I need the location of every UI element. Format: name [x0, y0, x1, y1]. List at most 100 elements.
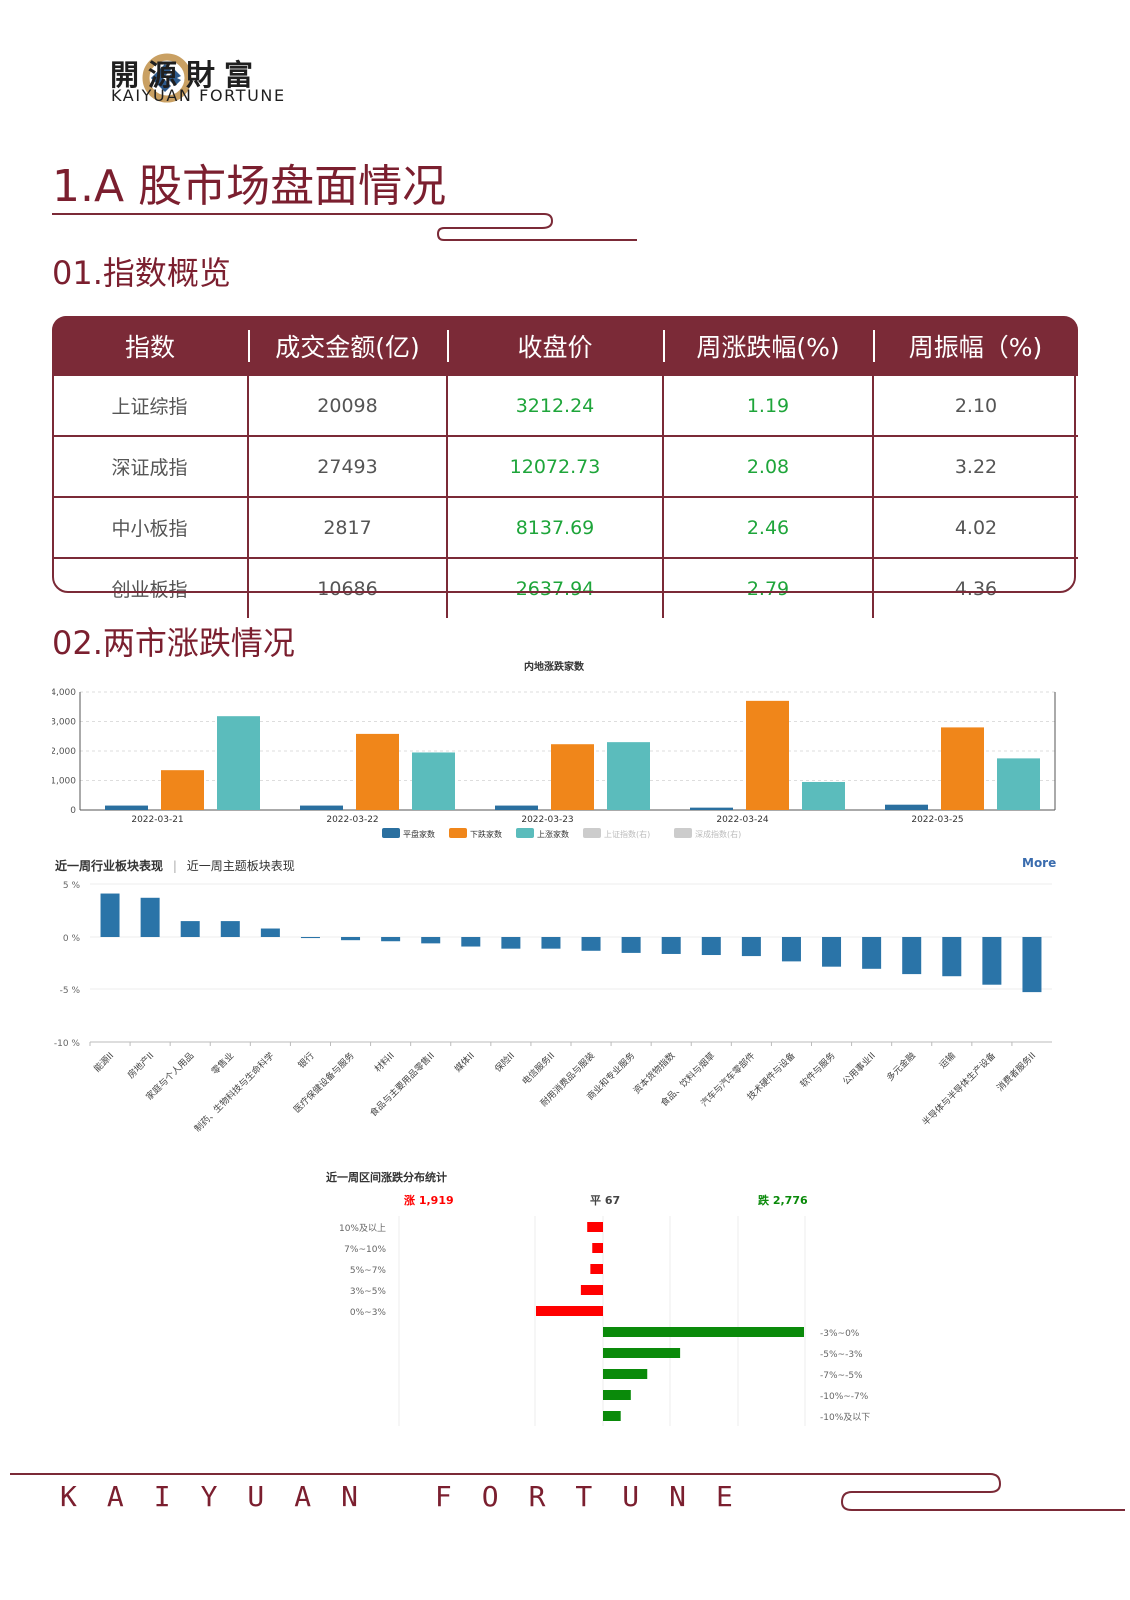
weekly-change: 1.19 [662, 376, 873, 437]
legend-swatch [674, 828, 692, 838]
rise-bar [592, 1243, 603, 1253]
y-tick-label: 3,000 [52, 718, 76, 728]
turnover: 2817 [247, 497, 447, 559]
sector-bar [300, 937, 320, 939]
sector-bar [942, 937, 962, 977]
sector-bar [381, 937, 401, 942]
tab-theme-sectors[interactable]: 近一周主题板块表现 [186, 859, 295, 873]
advance-decline-chart: 内地涨跌家数 0 1,000 2,000 3,000 4,000 2022-03-21 202… [52, 660, 1056, 839]
legend-label: 平盘家数 [403, 829, 435, 839]
chart-title: 内地涨跌家数 [524, 660, 585, 673]
bar-flat [105, 805, 148, 810]
x-tick-label: 能源II [91, 1050, 116, 1075]
sector-bar [701, 937, 721, 956]
table-row: 创业板指 10686 2637.94 2.79 4.36 [52, 558, 1078, 618]
range-label: -10%~-7% [820, 1392, 869, 1402]
x-tick-label: 资本货物指数 [631, 1050, 678, 1097]
footer-ornament [10, 1473, 1125, 1511]
x-tick-label: 2022-03-22 [326, 815, 378, 825]
table-header-row: 指数 成交金额(亿) 收盘价 周涨跌幅(%) 周振幅（%) [52, 316, 1078, 376]
down-count: 跌 2,776 [758, 1193, 808, 1207]
bar-up [802, 781, 845, 810]
x-tick-label: 零售业 [209, 1050, 237, 1078]
weekly-amplitude: 4.02 [872, 497, 1078, 559]
range-label: 10%及以上 [339, 1223, 386, 1234]
x-tick-label: 消费者服务II [994, 1050, 1038, 1094]
x-tick-label: 媒体II [452, 1050, 477, 1075]
range-label: -10%及以下 [820, 1412, 870, 1423]
weekly-change: 2.79 [662, 558, 873, 618]
range-label: -3%~0% [820, 1329, 860, 1339]
table-header-cell: 周涨跌幅(%) [663, 316, 873, 376]
sector-bar [260, 928, 280, 937]
sector-bar [461, 937, 481, 947]
index-name: 创业板指 [111, 579, 188, 601]
table-row: 中小板指 2817 8137.69 2.46 4.02 [52, 497, 1078, 559]
rise-bar [536, 1306, 603, 1316]
sector-bar [621, 937, 641, 953]
sector-bar [180, 921, 200, 937]
kaiyuan-logo [142, 53, 192, 103]
bar-flat [495, 805, 538, 810]
bar-up [412, 752, 455, 810]
x-tick-label: 2022-03-24 [716, 815, 769, 825]
index-overview-table: 指数 成交金额(亿) 收盘价 周涨跌幅(%) 周振幅（%) 上证综指 20098… [52, 316, 1078, 618]
rise-bar [590, 1264, 603, 1274]
sector-bar [220, 921, 240, 937]
bar-up [217, 716, 260, 810]
x-tick-label: 材料II [372, 1050, 397, 1075]
x-tick-label: 半导体与半导体生产设备 [919, 1050, 997, 1129]
table-row: 上证综指 20098 3212.24 1.19 2.10 [52, 376, 1078, 437]
close-price: 8137.69 [446, 497, 663, 559]
range-label: -7%~-5% [820, 1371, 863, 1381]
y-tick-label: -5 % [60, 986, 81, 996]
x-tick-label: 2022-03-25 [911, 815, 963, 825]
fall-bar [603, 1411, 621, 1421]
fall-bar [603, 1348, 681, 1358]
sector-bar [1022, 937, 1042, 993]
range-label: 5%~7% [350, 1266, 387, 1276]
legend-label: 上证指数(右) [604, 829, 650, 839]
index-name: 上证综指 [52, 376, 248, 437]
turnover: 10686 [247, 558, 447, 618]
sector-bar [982, 937, 1002, 985]
sector-tabs: 近一周行业板块表现 | 近一周主题板块表现 [55, 857, 295, 874]
footer-brand-text: KAIYUAN FORTUNE [60, 1480, 763, 1513]
table-header-cell: 成交金额(亿) [248, 316, 447, 376]
legend-label: 上涨家数 [537, 829, 569, 839]
close-price: 3212.24 [446, 376, 663, 437]
table-row: 深证成指 27493 12072.73 2.08 3.22 [52, 436, 1078, 498]
y-tick-label: -10 % [54, 1039, 81, 1049]
y-tick-label: 4,000 [52, 688, 76, 698]
range-label: 0%~3% [350, 1308, 387, 1318]
sector-bar [421, 937, 441, 944]
sector-bar [822, 937, 842, 967]
index-name: 中小板指 [52, 497, 248, 559]
legend-swatch [516, 828, 534, 838]
x-tick-label: 制药、生物科技与生命科学 [192, 1050, 277, 1135]
weekly-change: 2.46 [662, 497, 873, 559]
turnover: 27493 [247, 436, 447, 498]
y-tick-label: 0 % [63, 934, 81, 944]
x-tick-label: 保险II [492, 1050, 517, 1075]
y-tick-label: 1,000 [52, 777, 76, 787]
x-tick-label: 房地产II [125, 1050, 156, 1081]
sector-bar [501, 937, 521, 949]
logo-english-name: KAIYUAN FORTUNE [111, 86, 286, 105]
weekly-amplitude: 4.36 [872, 558, 1078, 618]
more-link[interactable]: More [1022, 856, 1057, 870]
bar-down [551, 744, 594, 810]
x-tick-label: 电信服务II [519, 1050, 557, 1088]
y-tick-label: 2,000 [52, 747, 76, 757]
legend-swatch [449, 828, 467, 838]
legend-swatch [382, 828, 400, 838]
y-tick-label: 0 [70, 806, 76, 816]
tab-industry-sectors[interactable]: 近一周行业板块表现 [55, 859, 164, 873]
sector-bar [862, 937, 882, 969]
fall-bar [603, 1390, 631, 1400]
bar-down [356, 733, 399, 810]
legend-label: 下跌家数 [470, 829, 502, 839]
sector-bar [661, 937, 681, 954]
bar-down [746, 700, 789, 810]
